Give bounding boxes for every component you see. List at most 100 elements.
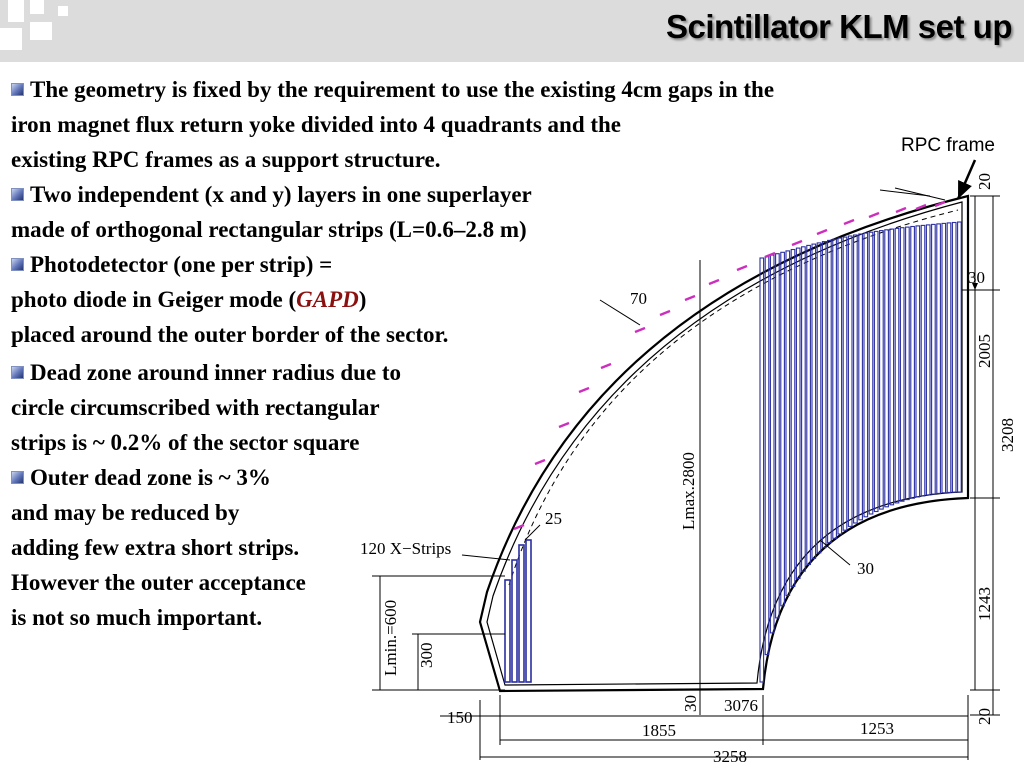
dim-25: 25	[545, 509, 562, 528]
dim-3076: 3076	[724, 696, 758, 715]
x-strip	[795, 247, 801, 580]
bullet-4-line-2: circle circumscribed with rectangular	[11, 395, 380, 420]
rpc-frame-arrow	[956, 159, 977, 200]
bullet-1-line-2: iron magnet flux return yoke divided int…	[11, 112, 622, 137]
bullet-3-text-2a: photo diode in Geiger mode (	[11, 287, 297, 312]
photodetector-marker	[634, 326, 646, 334]
photodetector-marker	[659, 309, 671, 317]
bullet-4-line-1: Dead zone around inner radius due to	[11, 355, 401, 390]
photodetector-marker	[736, 264, 748, 272]
x-strip	[931, 223, 936, 495]
x-strips-group	[759, 221, 962, 683]
short-strips-left	[504, 539, 532, 683]
photodetector-marker	[915, 203, 927, 211]
slide-title: Scintillator KLM set up	[665, 8, 1013, 45]
x-strip	[769, 254, 775, 634]
dim-lmin: Lmin.=600	[381, 600, 400, 676]
x-strip	[806, 244, 811, 566]
bullet-square-icon	[11, 366, 24, 379]
logo-block-1	[8, 0, 24, 22]
bullet-4: Dead zone around inner radius due to cir…	[11, 355, 401, 460]
photodetector-marker	[708, 278, 720, 286]
bullet-5-text-1: Outer dead zone is ~ 3%	[30, 465, 271, 490]
x-strip	[801, 246, 806, 572]
bullet-square-icon	[11, 83, 24, 96]
dim-30-bottom: 30	[681, 695, 700, 712]
strips-label: 120 X−Strips	[360, 539, 451, 558]
bullet-2-line-2: made of orthogonal rectangular strips (L…	[11, 217, 527, 242]
photodetector-marker	[534, 458, 546, 466]
x-strip	[873, 230, 879, 513]
photodetector-marker	[895, 206, 907, 214]
dim-1253: 1253	[860, 719, 894, 738]
bullet-5-line-3: adding few extra short strips.	[11, 535, 300, 560]
photodetector-marker	[578, 386, 590, 394]
bullet-2: Two independent (x and y) layers in one …	[11, 177, 532, 247]
x-strip	[764, 256, 770, 656]
x-strip	[894, 227, 900, 504]
x-strip	[775, 253, 780, 619]
bullet-2-text-1: Two independent (x and y) layers in one …	[30, 182, 532, 207]
dim-30-inner: 30	[857, 559, 874, 578]
x-strip	[827, 239, 832, 544]
photodetector-marker	[868, 211, 880, 219]
x-strip	[832, 238, 837, 539]
dim-3208: 3208	[998, 418, 1017, 452]
photodetector-marker	[934, 200, 946, 208]
logo-block-2	[30, 0, 44, 14]
x-strip	[946, 222, 952, 493]
dim-70: 70	[630, 289, 647, 308]
dim-300: 300	[417, 643, 436, 669]
dashed-arc	[508, 209, 959, 586]
photodetector-markers	[513, 200, 946, 531]
x-strip	[936, 223, 941, 494]
gapd-term: GAPD	[296, 287, 359, 312]
x-strip	[780, 251, 785, 607]
x-strip	[889, 228, 895, 506]
x-strip	[785, 250, 791, 597]
dim-1855: 1855	[642, 721, 676, 740]
dim-1243: 1243	[975, 587, 994, 621]
logo-block-5	[58, 6, 68, 16]
x-strip	[951, 221, 957, 493]
photodetector-marker	[791, 239, 803, 247]
bullet-square-icon	[11, 471, 24, 484]
x-strip	[957, 221, 962, 493]
x-strip	[884, 229, 889, 508]
bullet-3-text-1: Photodetector (one per strip) =	[30, 252, 333, 277]
header-bar: Scintillator KLM set up	[0, 0, 1024, 62]
x-strip	[925, 224, 931, 496]
rpc-frame-label: RPC frame	[901, 135, 995, 156]
x-strip	[811, 243, 817, 559]
bullet-square-icon	[11, 188, 24, 201]
x-strip	[910, 225, 915, 499]
x-strip	[920, 224, 926, 497]
x-strip	[863, 232, 869, 518]
bullet-5-line-1: Outer dead zone is ~ 3%	[11, 460, 306, 495]
bullet-2-line-1: Two independent (x and y) layers in one …	[11, 177, 532, 212]
photodetector-marker	[558, 421, 570, 429]
x-strip	[941, 222, 947, 494]
bullet-1-line-3: existing RPC frames as a support structu…	[11, 147, 441, 172]
x-strip	[879, 230, 884, 510]
x-strip	[899, 227, 905, 502]
bullet-4-line-3: strips is ~ 0.2% of the sector square	[11, 430, 360, 455]
logo-block-4	[0, 28, 22, 50]
bullet-5-line-2: and may be reduced by	[11, 500, 240, 525]
x-strip	[790, 248, 796, 588]
bullet-5-line-4: However the outer acceptance	[11, 570, 306, 595]
bullet-3: Photodetector (one per strip) = photo di…	[11, 247, 448, 352]
x-strip	[842, 236, 848, 531]
bullet-3-line-2: photo diode in Geiger mode (GAPD)	[11, 282, 448, 317]
x-strip	[915, 225, 921, 498]
dim-20-bottom: 20	[975, 708, 994, 725]
bullet-3-text-2b: )	[358, 287, 367, 312]
bullet-4-text-1: Dead zone around inner radius due to	[30, 360, 402, 385]
dim-150: 150	[447, 708, 473, 727]
dim-lmax: Lmax.2800	[679, 452, 698, 530]
photodetector-marker	[816, 228, 828, 236]
photodetector-marker	[684, 294, 696, 302]
x-strip	[905, 226, 910, 501]
dim-2005: 2005	[975, 334, 994, 368]
